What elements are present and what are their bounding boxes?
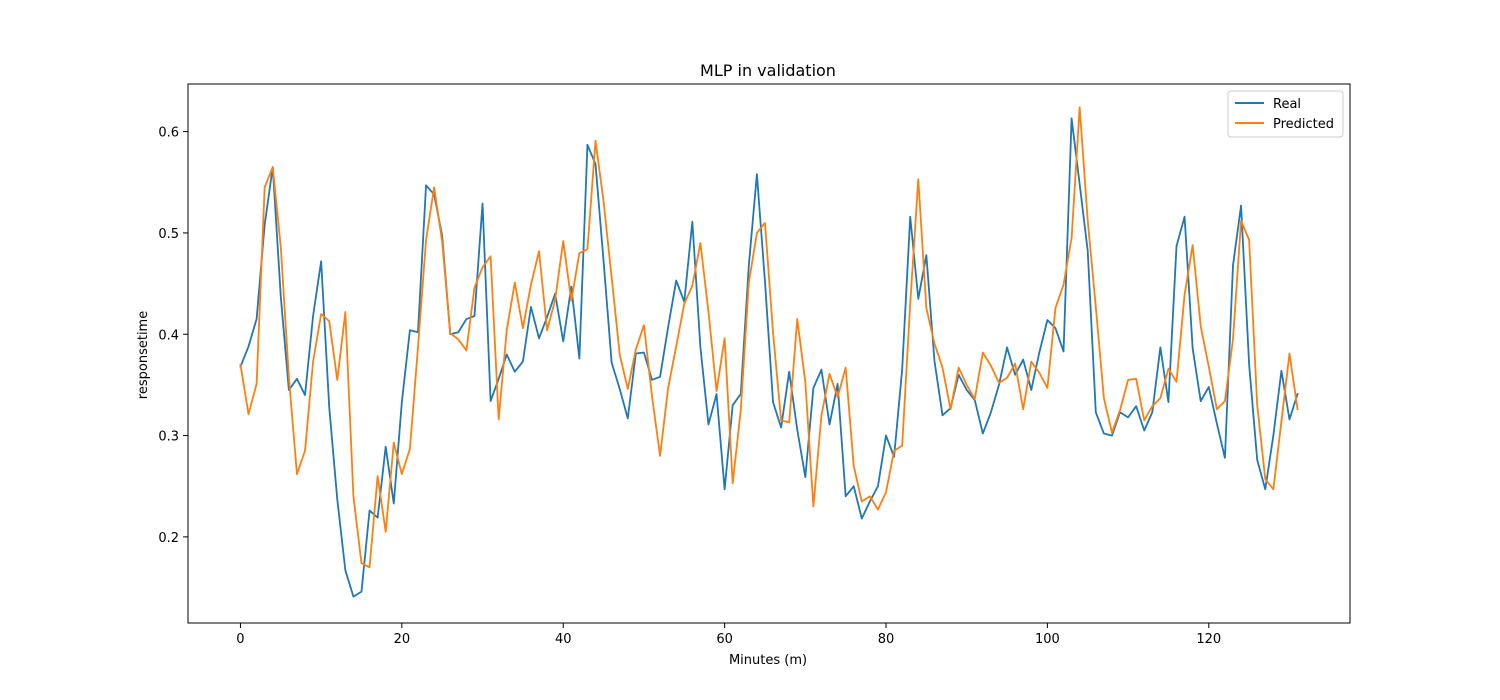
- series-line-real: [239, 117, 1299, 598]
- plot-frame: [187, 83, 1351, 624]
- x-axis: 0 20 40 60 80 100 120: [236, 623, 1221, 647]
- legend-label-predicted: Predicted: [1273, 117, 1334, 132]
- x-tick-label: 120: [1196, 632, 1221, 647]
- y-tick-label: 0.2: [158, 531, 179, 546]
- chart-title: MLP in validation: [700, 61, 836, 80]
- x-tick-label: 60: [716, 632, 733, 647]
- x-tick-label: 0: [236, 632, 244, 647]
- legend: Real Predicted: [1227, 90, 1344, 138]
- x-axis-label: Minutes (m): [729, 653, 807, 668]
- series-line-predicted: [239, 106, 1299, 569]
- y-axis: 0.2 0.3 0.4 0.5 0.6: [158, 126, 188, 546]
- series-layer: [239, 106, 1299, 598]
- x-tick-label: 20: [394, 632, 411, 647]
- x-tick-label: 100: [1035, 632, 1060, 647]
- y-tick-label: 0.5: [158, 227, 179, 242]
- y-axis-label: responsetime: [136, 311, 151, 399]
- x-tick-label: 80: [878, 632, 895, 647]
- legend-label-real: Real: [1273, 97, 1301, 112]
- y-tick-label: 0.4: [158, 328, 179, 343]
- y-tick-label: 0.6: [158, 126, 179, 141]
- x-tick-label: 40: [555, 632, 572, 647]
- y-tick-label: 0.3: [158, 430, 179, 445]
